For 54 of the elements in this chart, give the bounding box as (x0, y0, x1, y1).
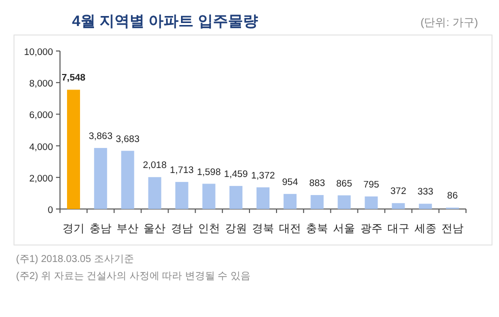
bar (121, 150, 134, 209)
data-label: 372 (390, 186, 406, 198)
bar (229, 186, 242, 209)
bar (392, 203, 405, 209)
bar (148, 177, 162, 209)
y-tick-label: 4,000 (29, 142, 53, 153)
x-tick-label: 서울 (333, 223, 356, 235)
x-tick-label: 대구 (387, 223, 410, 235)
y-tick-label: 10,000 (24, 47, 53, 58)
bar (67, 90, 80, 209)
data-label: 865 (336, 178, 352, 190)
x-tick-label: 경북 (252, 223, 274, 235)
x-tick-label: 충남 (90, 223, 112, 235)
x-tick-label: 강원 (224, 223, 247, 235)
x-tick-label: 경남 (170, 223, 193, 235)
x-tick-label: 충북 (306, 223, 328, 235)
x-tick-label: 광주 (360, 223, 382, 235)
data-label: 3,863 (88, 130, 112, 142)
bar (175, 182, 188, 209)
bar (418, 204, 432, 209)
bar (202, 184, 216, 209)
data-label: 1,372 (251, 170, 275, 182)
data-label: 1,713 (170, 164, 194, 176)
y-tick-label: 6,000 (29, 110, 53, 122)
data-label: 1,459 (224, 168, 248, 180)
data-label: 883 (309, 178, 326, 190)
x-tick-label: 부산 (116, 223, 139, 235)
x-tick-label: 울산 (144, 223, 166, 235)
data-label: 1,598 (196, 166, 221, 178)
data-label: 795 (363, 179, 380, 190)
x-tick-label: 대전 (279, 223, 302, 235)
data-label: 2,018 (142, 160, 167, 172)
y-tick-label: 8,000 (29, 78, 53, 90)
chart-title: 4월 지역별 아파트 입주물량 (72, 13, 258, 30)
bar (338, 195, 351, 209)
x-tick-label: 세종 (414, 223, 436, 235)
bar (310, 195, 324, 209)
y-tick-label: 0 (48, 205, 53, 216)
data-label: 954 (282, 176, 298, 188)
chart-subtitle: (단위: 가구) (420, 17, 478, 29)
text: (주2) 위 자료는 건설사의 사정에 따라 변경될 수 있음 (16, 271, 250, 282)
data-label: 333 (417, 186, 434, 198)
bar (284, 194, 297, 209)
bar (364, 196, 378, 209)
bar (256, 187, 270, 209)
x-tick-label: 인천 (198, 223, 220, 235)
y-tick-label: 2,000 (29, 173, 53, 184)
bar (94, 148, 108, 209)
x-tick-label: 경기 (62, 223, 85, 235)
data-label: 3,683 (116, 134, 140, 145)
data-label: 86 (447, 190, 458, 202)
data-label: 7,548 (62, 72, 86, 84)
x-tick-label: 전남 (441, 223, 464, 235)
text: (주1) 2018.03.05 조사기준 (16, 254, 134, 265)
